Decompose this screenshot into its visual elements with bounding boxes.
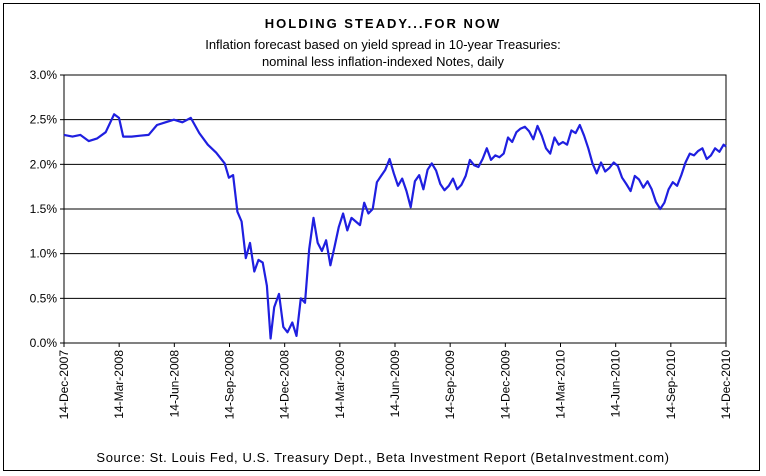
x-tick-label: 14-Mar-2008 bbox=[112, 350, 126, 419]
x-tick-label: 14-Mar-2009 bbox=[333, 350, 347, 419]
chart-source-note: Source: St. Louis Fed, U.S. Treasury Dep… bbox=[96, 450, 670, 465]
series-line bbox=[63, 113, 727, 340]
y-tick-label: 0.0% bbox=[30, 336, 58, 350]
y-tick-label: 2.5% bbox=[30, 113, 58, 127]
chart-subtitle-line-2: nominal less inflation-indexed Notes, da… bbox=[261, 54, 505, 69]
y-tick-label: 3.0% bbox=[30, 68, 58, 82]
gridlines bbox=[63, 74, 727, 344]
x-tick-label: 14-Sep-2009 bbox=[443, 350, 457, 420]
x-tick-label: 14-Dec-2008 bbox=[278, 350, 292, 420]
y-tick-label: 1.5% bbox=[30, 202, 58, 216]
y-tick-label: 1.0% bbox=[30, 247, 58, 261]
y-axis-ticks: 0.0% 0.5% 1.0% 1.5% 2.0% 2.5% 3.0% bbox=[30, 68, 64, 350]
plot-area bbox=[63, 113, 727, 340]
x-tick-label: 14-Mar-2010 bbox=[554, 350, 568, 419]
x-tick-label: 14-Jun-2009 bbox=[388, 350, 402, 418]
x-axis-ticks: 14-Dec-2007 14-Mar-2008 14-Jun-2008 14-Sep-… bbox=[57, 343, 733, 419]
y-tick-label: 0.5% bbox=[30, 291, 58, 305]
x-tick-label: 14-Sep-2008 bbox=[223, 350, 237, 420]
x-tick-label: 14-Dec-2007 bbox=[57, 350, 71, 420]
chart-subtitle-line-1: Inflation forecast based on yield spread… bbox=[205, 37, 561, 52]
y-tick-label: 2.0% bbox=[30, 157, 58, 171]
x-tick-label: 14-Jun-2010 bbox=[609, 350, 623, 418]
x-tick-label: 14-Dec-2010 bbox=[719, 350, 733, 420]
chart-title: HOLDING STEADY...FOR NOW bbox=[264, 16, 502, 31]
x-tick-label: 14-Jun-2008 bbox=[167, 350, 181, 418]
x-tick-label: 14-Sep-2010 bbox=[664, 350, 678, 420]
x-tick-label: 14-Dec-2009 bbox=[498, 350, 512, 420]
chart-frame bbox=[3, 3, 760, 471]
